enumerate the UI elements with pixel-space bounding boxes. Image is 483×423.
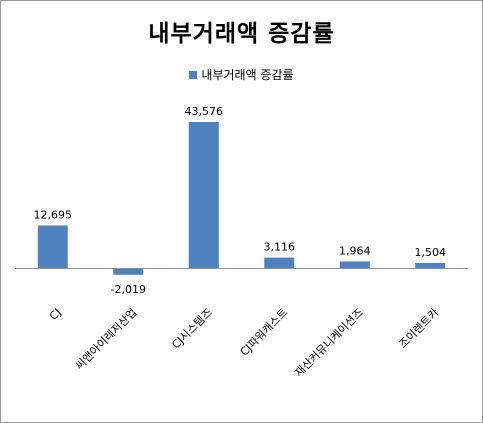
legend-label: 내부거래액 증감률 xyxy=(201,68,294,82)
data-label-4: 1,964 xyxy=(339,244,371,257)
legend-swatch xyxy=(189,70,198,79)
data-label-3: 3,116 xyxy=(264,241,296,254)
data-label-1: -2,019 xyxy=(111,283,146,296)
category-label-4: 재산커뮤니케이션즈 xyxy=(292,306,366,380)
bar-5 xyxy=(415,262,446,268)
bar-4 xyxy=(339,261,370,268)
category-label-0: CJ xyxy=(47,306,64,323)
category-label-3: CJ파워캐스트 xyxy=(238,306,291,359)
chart-legend: 내부거래액 증감률 xyxy=(0,66,483,83)
bar-0 xyxy=(37,225,68,268)
bar-2 xyxy=(188,122,219,268)
data-label-5: 1,504 xyxy=(415,246,447,259)
bar-3 xyxy=(264,257,295,268)
chart-title: 내부거래액 증감률 xyxy=(148,21,335,47)
category-label-2: CJ시스템즈 xyxy=(169,306,215,352)
category-label-5: 조이렌트카 xyxy=(396,306,441,351)
data-label-2: 43,576 xyxy=(185,105,224,118)
bar-1 xyxy=(113,268,144,275)
data-label-0: 12,695 xyxy=(34,208,73,221)
category-label-1: 씨앤아이레저산업 xyxy=(73,306,139,372)
